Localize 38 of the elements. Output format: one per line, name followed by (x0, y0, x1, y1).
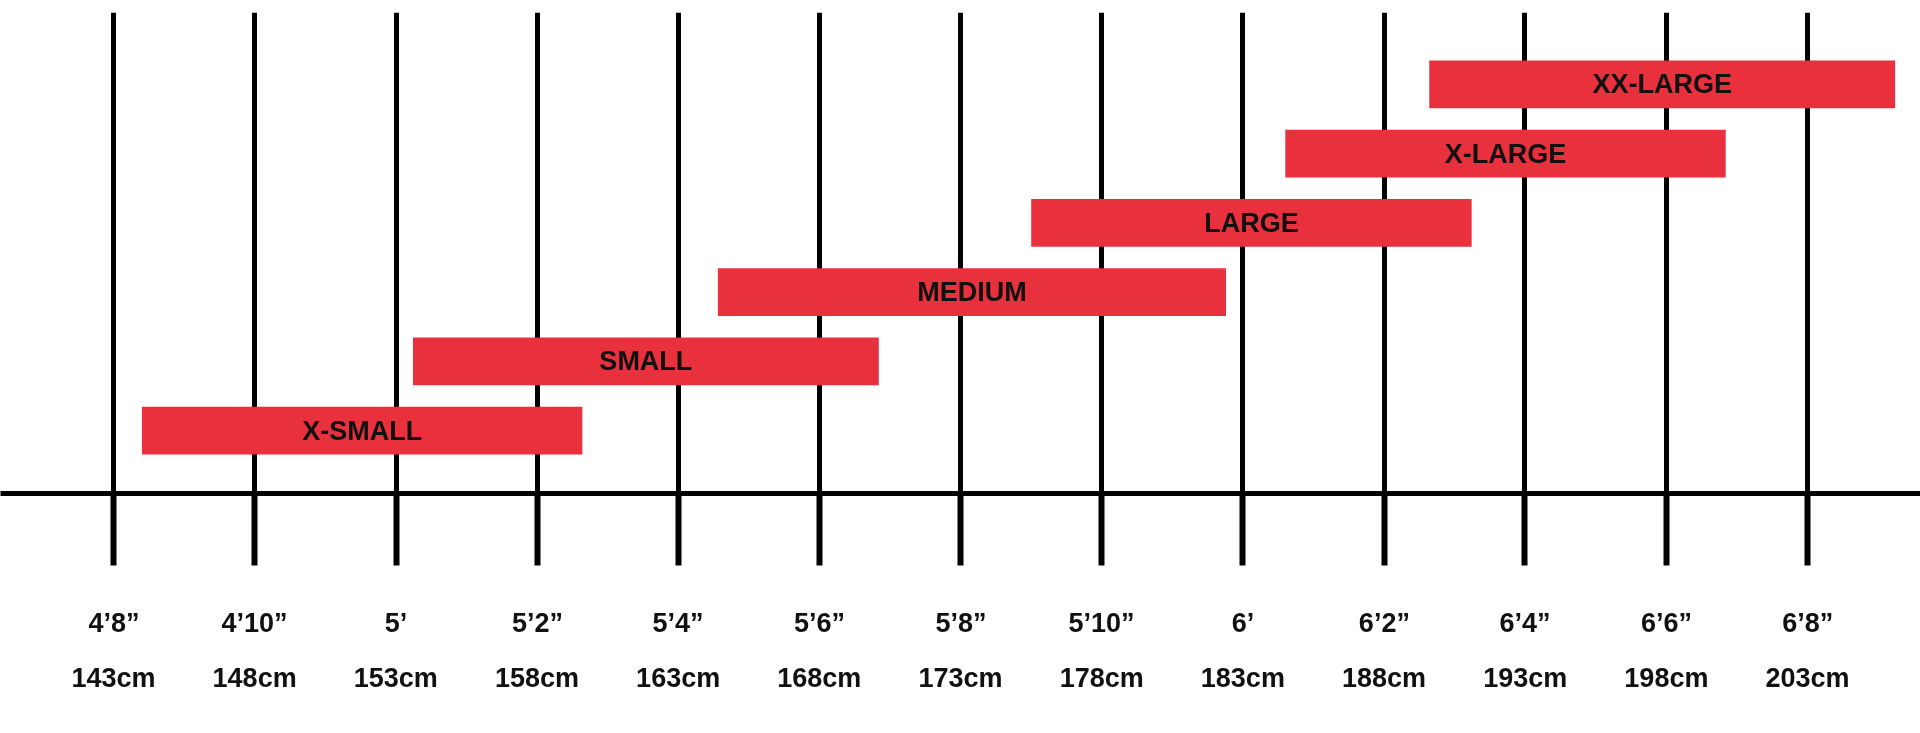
bar (717, 268, 1227, 316)
x-tick-label: 5’6” (793, 607, 846, 638)
bar (141, 406, 583, 455)
y-tick-label: X-SMALL (302, 415, 423, 446)
x2-tick-label: 168cm (777, 662, 862, 693)
x2-tick-label: 188cm (1341, 662, 1427, 693)
x-tick-label: 6’6” (1640, 607, 1692, 638)
x-tick-label: 6’ (1231, 607, 1255, 638)
x-tick-label: 5’8” (935, 607, 987, 638)
x2-tick-label: 143cm (71, 662, 156, 693)
bar (412, 337, 879, 386)
x2-tick-label: 183cm (1200, 662, 1285, 693)
x2-tick-label: 158cm (494, 662, 580, 693)
x2-tick-label: 193cm (1483, 662, 1568, 693)
x-tick-label: 6’2” (1358, 607, 1410, 638)
y-tick-label: X-LARGE (1444, 138, 1567, 169)
x2-tick-label: 148cm (212, 662, 297, 693)
x2-tick-label: 203cm (1765, 662, 1850, 693)
x-tick-label: 6’4” (1499, 607, 1551, 638)
y-tick-label: MEDIUM (917, 277, 1027, 308)
x-tick-label: 5’4” (652, 607, 704, 638)
y-tick-label: SMALL (599, 346, 693, 377)
x-tick-label: 5’ (384, 607, 408, 638)
bar (1285, 129, 1726, 178)
bar (1429, 60, 1896, 109)
x-tick-label: 4’8” (88, 607, 140, 638)
bar (1031, 199, 1472, 247)
x-tick-label: 5’2” (511, 607, 563, 638)
x2-tick-label: 173cm (918, 662, 1003, 693)
y-tick-label: XX-LARGE (1592, 69, 1732, 100)
x2-tick-label: 198cm (1624, 662, 1709, 693)
x2-tick-label: 163cm (636, 662, 721, 693)
x2-tick-label: 153cm (353, 662, 438, 693)
x-tick-label: 6’8” (1782, 607, 1834, 638)
y-tick-label: LARGE (1204, 207, 1299, 238)
x-tick-label: 4’10” (221, 607, 288, 638)
x2-tick-label: 178cm (1059, 662, 1144, 693)
x-tick-label: 5’10” (1068, 607, 1135, 638)
